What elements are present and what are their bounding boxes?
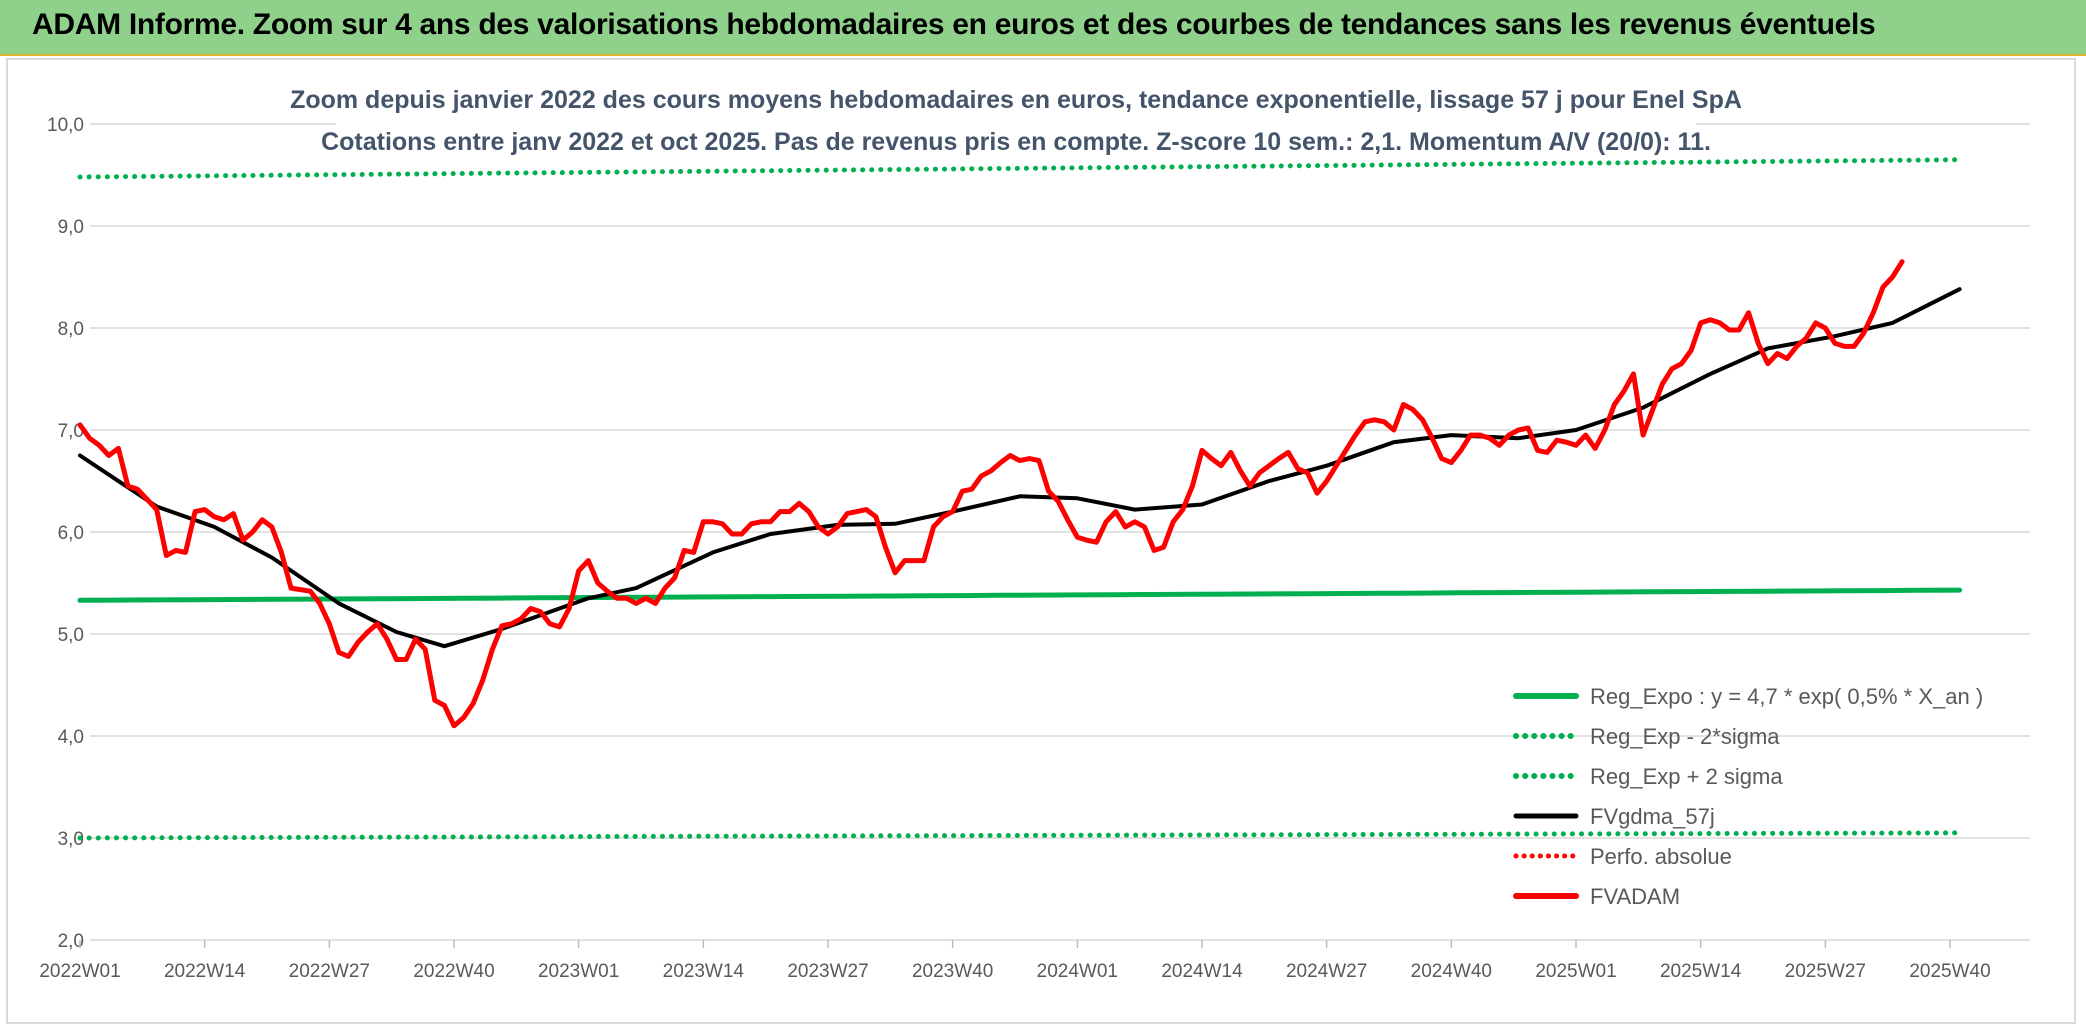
x-tick-label: 2023W14: [663, 961, 745, 982]
legend-label: FVADAM: [1590, 884, 1680, 909]
line-chart: 2,03,04,05,06,07,08,09,010,0 2022W01 2022…: [39, 80, 2030, 982]
x-tick-label: 2024W14: [1161, 961, 1243, 982]
series-line-3: [78, 287, 1962, 649]
legend-label: FVgdma_57j: [1590, 804, 1715, 829]
x-tick-label: 2025W14: [1660, 961, 1742, 982]
x-tick-label: 2023W27: [787, 961, 868, 982]
x-tick-label: 2022W01: [39, 961, 120, 982]
y-tick-label: 4,0: [58, 727, 84, 748]
y-tick-label: 9,0: [58, 217, 84, 238]
legend: Reg_Expo : y = 4,7 * exp( 0,5% * X_an ) R…: [1513, 684, 1983, 909]
series-line-0: [77, 587, 1963, 603]
y-tick-label: 10,0: [47, 115, 84, 136]
x-tick-label: 2023W01: [538, 961, 619, 982]
x-axis-ticks: 2022W01 2022W14 2022W27 2022W40 2023W01 2023W…: [39, 940, 1991, 982]
x-tick-label: 2023W40: [912, 961, 993, 982]
series-line-1: [77, 830, 1963, 841]
y-tick-label: 5,0: [58, 625, 84, 646]
legend-label: Reg_Exp + 2 sigma: [1590, 764, 1783, 789]
y-tick-label: 8,0: [58, 319, 84, 340]
series-line-5: [77, 259, 1905, 729]
chart-title: Zoom depuis janvier 2022 des cours moyen…: [290, 80, 1742, 160]
chart-frame: 2,0 3,0 4,0 5,0 6,0 7,0 8,0 9,0 10,0 2022W01 2022…: [6, 58, 2076, 1024]
x-tick-label: 2025W40: [1909, 961, 1990, 982]
x-tick-label: 2022W40: [413, 961, 494, 982]
grid-lines: [90, 123, 2030, 941]
x-tick-label: 2025W01: [1535, 961, 1616, 982]
series-line-2: [77, 157, 1963, 180]
report-banner: ADAM Informe. Zoom sur 4 ans des valoris…: [0, 0, 2086, 56]
chart-title-line: Cotations entre janv 2022 et oct 2025. P…: [321, 128, 1711, 156]
title-backdrop: [326, 80, 1706, 118]
chart-title-line: Zoom depuis janvier 2022 des cours moyen…: [290, 86, 1742, 114]
x-tick-label: 2022W14: [164, 961, 246, 982]
x-tick-label: 2022W27: [289, 961, 370, 982]
y-tick-label: 6,0: [58, 523, 84, 544]
y-axis-ticks: 2,0 3,0 4,0 5,0 6,0 7,0 8,0 9,0 10,0: [47, 115, 84, 952]
y-tick-label: 7,0: [58, 421, 84, 442]
legend-label: Perfo. absolue: [1590, 844, 1732, 869]
x-tick-label: 2025W27: [1785, 961, 1866, 982]
x-tick-label: 2024W27: [1286, 961, 1367, 982]
series-lines: [77, 157, 1963, 841]
x-tick-label: 2024W40: [1411, 961, 1492, 982]
banner-title: ADAM Informe. Zoom sur 4 ans des valoris…: [32, 8, 1876, 41]
y-tick-label: 3,0: [58, 829, 84, 850]
x-tick-label: 2024W01: [1037, 961, 1118, 982]
legend-label: Reg_Exp - 2*sigma: [1590, 724, 1780, 749]
title-backdrop: [336, 122, 1696, 160]
legend-label: Reg_Expo : y = 4,7 * exp( 0,5% * X_an ): [1590, 684, 1983, 709]
y-tick-label: 2,0: [58, 931, 84, 952]
